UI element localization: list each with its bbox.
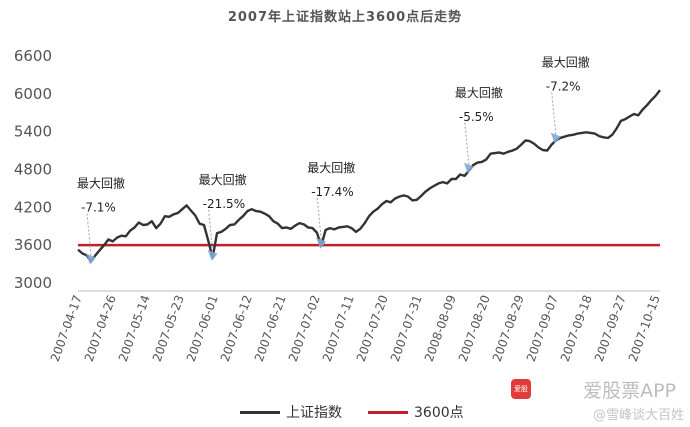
annotation-value: -7.2% — [546, 79, 581, 93]
x-tick-label: 2007-09-18 — [558, 293, 595, 363]
annotation-leader — [208, 209, 214, 252]
x-tick-label: 2007-07-31 — [388, 293, 425, 363]
y-tick-label: 3000 — [14, 274, 52, 292]
annotation-value: -5.5% — [459, 110, 494, 124]
x-tick-label: 2007-04-17 — [48, 293, 85, 363]
legend-item-3600: 3600点 — [368, 402, 464, 422]
x-tick-label: 2007-06-01 — [184, 293, 221, 363]
x-tick-label: 2008-08-09 — [422, 293, 459, 363]
app-logo: 爱股票 — [511, 379, 531, 413]
annotation-value: -21.5% — [203, 197, 245, 211]
index-line — [77, 89, 661, 263]
legend-swatch-3600 — [368, 410, 408, 414]
x-tick-label: 2007-09-07 — [524, 293, 561, 363]
annotation-title: 最大回撤 — [455, 85, 503, 100]
x-tick-label: 2007-07-11 — [320, 293, 357, 363]
annotation-leader — [464, 122, 470, 165]
x-tick-label: 2007-06-21 — [252, 293, 289, 363]
legend-swatch-index — [240, 410, 280, 414]
x-tick-label: 2007-04-26 — [82, 293, 119, 363]
annotation-leader — [551, 92, 557, 135]
chart-title: 2007年上证指数站上3600点后走势 — [227, 10, 463, 25]
legend-label-3600: 3600点 — [414, 405, 464, 421]
annotation-value: -17.4% — [311, 185, 353, 199]
annotation-title: 最大回撤 — [542, 54, 590, 69]
y-tick-label: 6600 — [14, 47, 52, 65]
annotation-value: -7.1% — [81, 201, 116, 215]
x-tick-label: 2007-05-14 — [116, 293, 153, 363]
y-tick-label: 5400 — [14, 123, 52, 141]
x-tick-label: 2007-06-12 — [218, 293, 255, 363]
x-tick-label: 2007-08-29 — [490, 293, 527, 363]
y-tick-label: 6000 — [14, 85, 52, 103]
x-tick-label: 2007-10-15 — [626, 293, 663, 363]
watermark-text: 爱股票APP — [583, 380, 676, 402]
legend-item-index: 上证指数 — [240, 402, 342, 422]
x-tick-label: 2007-07-02 — [286, 293, 323, 363]
legend-label-index: 上证指数 — [286, 405, 342, 421]
annotation-marker — [550, 132, 561, 144]
annotation-title: 最大回撤 — [77, 176, 125, 191]
annotation-leader — [316, 197, 322, 240]
watermark-sub: @雪峰谈大百姓 — [592, 408, 684, 423]
annotation-marker — [207, 249, 218, 261]
x-tick-label: 2007-05-23 — [150, 293, 187, 363]
y-tick-label: 4800 — [14, 161, 52, 179]
annotation-leader — [86, 213, 92, 256]
annotation-title: 最大回撤 — [199, 172, 247, 187]
annotation-marker — [316, 237, 327, 249]
annotation-title: 最大回撤 — [307, 160, 355, 175]
y-tick-label: 4200 — [14, 198, 52, 216]
x-tick-label: 2007-08-20 — [456, 293, 493, 363]
x-tick-label: 2007-09-27 — [592, 293, 629, 363]
annotation-marker — [463, 162, 474, 174]
x-tick-label: 2007-07-20 — [354, 293, 391, 363]
y-tick-label: 3600 — [14, 236, 52, 254]
annotation-marker — [86, 253, 97, 265]
